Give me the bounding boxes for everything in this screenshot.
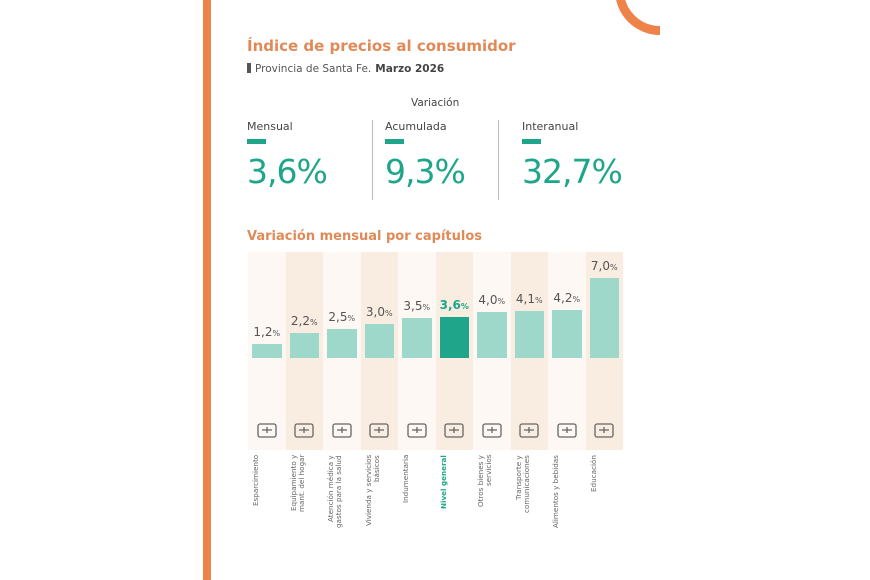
graduation-books-icon (592, 418, 616, 442)
accent-arc (615, 0, 660, 35)
category-label: Esparcimiento (251, 455, 260, 507)
value-label: 3,5% (398, 299, 436, 313)
variation-heading: Variación (411, 97, 460, 109)
category-label: Educación (588, 455, 598, 492)
subtitle: Provincia de Santa Fe. Marzo 2026 (247, 63, 444, 75)
value-label: 3,0% (361, 305, 399, 319)
bullet-mark (247, 63, 251, 73)
chart-title: Variación mensual por capítulos (247, 229, 483, 244)
value-text: 2,2 (290, 313, 310, 328)
page-title: Índice de precios al consumidor (247, 37, 516, 55)
unit-text: % (347, 314, 356, 324)
unit-text: % (460, 301, 469, 311)
hand-coin-icon (480, 418, 504, 442)
kpi-acumulada: Acumulada 9,3% (385, 120, 466, 191)
unit-text: % (609, 263, 618, 272)
kpi-value: 32,7% (522, 152, 623, 191)
bar-0 (252, 344, 282, 358)
divider (372, 120, 373, 200)
grocery-box-icon (555, 418, 579, 442)
divider (498, 120, 499, 200)
category-label: Atención médica y gastos para la salud (326, 455, 343, 528)
category-label: Alimentos y bebidas (551, 455, 560, 528)
kpi-label: Acumulada (385, 120, 447, 133)
category-label: Indumentaria (401, 455, 410, 504)
value-text: 1,2 (253, 325, 273, 340)
category-label: Equipamiento y mant. del hogar (288, 455, 306, 513)
bar-6 (477, 312, 507, 358)
bar-1 (289, 332, 319, 358)
period: Marzo 2026 (375, 63, 445, 75)
kpi-dash (522, 139, 541, 144)
unit-text: % (422, 303, 431, 312)
value-label: 3,6% (436, 298, 474, 312)
kpi-mensual: Mensual 3,6% (247, 120, 328, 191)
unit-text: % (272, 329, 281, 339)
kpi-dash (385, 139, 404, 144)
unit-text: % (534, 296, 543, 306)
category-label: Vivienda y servicios básicos (363, 455, 381, 527)
value-text: 4,1 (515, 292, 535, 307)
house-dollar-icon (367, 418, 391, 442)
value-text: 4,2 (553, 291, 573, 305)
accent-bar (203, 0, 211, 580)
category-label: Otros bienes y servicios (476, 455, 493, 507)
value-text: 7,0 (590, 259, 610, 273)
value-label: 1,2% (248, 325, 286, 339)
unit-text: % (497, 297, 506, 307)
unit-text: % (384, 308, 393, 318)
unit-text: % (309, 317, 318, 327)
bar-9 (589, 278, 619, 358)
kpi-label: Mensual (247, 120, 293, 133)
house-wrench-icon (292, 418, 316, 442)
kpi-value: 9,3% (385, 152, 466, 191)
kpi-label: Interanual (522, 120, 579, 133)
value-text: 3,5 (403, 299, 423, 313)
kpi-dash (247, 139, 266, 144)
bar-8 (552, 310, 582, 358)
bar-5 (439, 316, 469, 358)
chart-dollar-magnifier-icon (442, 418, 466, 442)
value-label: 4,1% (511, 292, 549, 306)
value-text: 4,0 (478, 293, 498, 308)
bar-7 (514, 311, 544, 358)
category-label: Nivel general (438, 455, 448, 509)
province: Provincia de Santa Fe. (255, 63, 372, 75)
value-label: 4,2% (548, 291, 586, 305)
unit-text: % (572, 295, 581, 304)
category-label: Transporte y comunicaciones (513, 455, 531, 513)
value-label: 7,0% (586, 259, 624, 273)
kpi-value: 3,6% (247, 152, 328, 191)
value-label: 2,5% (323, 310, 361, 324)
hands-medical-cross-icon (330, 418, 354, 442)
kpi-interanual: Interanual 32,7% (522, 120, 623, 191)
value-text: 2,5 (328, 310, 348, 325)
bar-2 (327, 329, 357, 358)
value-label: 2,2% (286, 314, 324, 328)
value-label: 4,0% (473, 293, 511, 307)
bar-3 (364, 323, 394, 358)
clothing-icon (405, 418, 429, 442)
value-text: 3,6 (439, 297, 461, 312)
value-text: 3,0 (365, 304, 385, 319)
ticket-icon (255, 418, 279, 442)
bar-4 (402, 318, 432, 358)
route-icon (517, 418, 541, 442)
